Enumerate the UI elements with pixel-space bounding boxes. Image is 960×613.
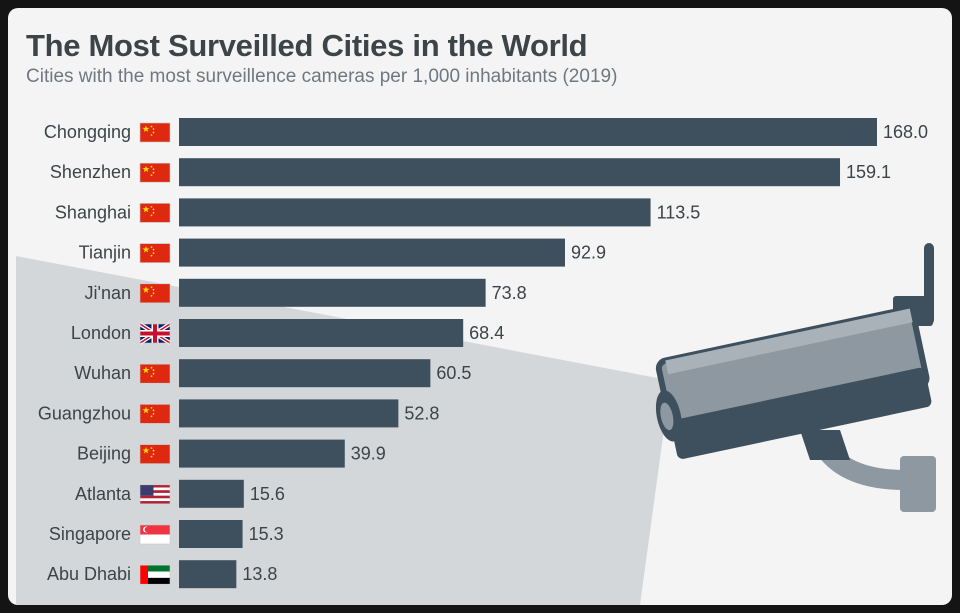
value-label: 52.8 [404,403,439,423]
china-flag [139,283,171,304]
category-label: Atlanta [75,484,132,504]
value-label: 13.8 [242,564,277,584]
china-flag [139,203,171,223]
bar [179,118,877,146]
china-flag [139,162,171,183]
uk-flag [138,322,172,345]
chart-title: The Most Surveilled Cities in the World [26,28,588,63]
category-label: Tianjin [79,243,131,263]
bar [179,399,399,428]
china-flag [139,444,171,464]
camera-light-beam [16,256,668,605]
bar [179,439,345,468]
value-label: 60.5 [436,363,471,383]
value-label: 15.3 [249,524,284,544]
value-label: 39.9 [351,444,386,464]
chart-subtitle: Cities with the most surveillence camera… [26,66,618,87]
singapore-flag [139,524,171,545]
china-flag [139,404,171,424]
category-label: Guangzhou [38,403,131,423]
category-label: Singapore [49,524,131,544]
bar [179,560,237,589]
category-label: Ji'nan [85,283,131,303]
value-label: 73.8 [492,283,527,303]
value-label: 92.9 [571,243,606,263]
bar [179,238,565,267]
china-flag [139,243,171,263]
china-flag [139,122,171,143]
category-label: Shenzhen [50,162,131,182]
usa-flag [139,484,171,505]
value-label: 15.6 [250,484,285,504]
value-label: 68.4 [469,323,504,343]
bar [179,479,244,508]
bar [179,158,841,187]
bars-group: Chongqing 168.0 Shenzhen 159.1 Shanghai 113.5… [38,118,928,589]
category-label: Chongqing [44,122,131,142]
bar [179,198,651,227]
surveillance-camera-icon [655,243,936,512]
china-flag [139,363,171,384]
category-label: Beijing [77,444,131,464]
category-label: Wuhan [74,363,131,383]
value-label: 168.0 [883,122,928,142]
uae-flag [139,564,171,585]
category-label: Abu Dhabi [47,564,131,584]
bar [179,359,431,388]
value-label: 113.5 [657,202,701,222]
bar [179,319,464,347]
category-label: London [71,323,131,343]
bar [179,520,243,548]
category-label: Shanghai [55,202,131,222]
bar [179,278,486,307]
value-label: 159.1 [846,162,891,182]
